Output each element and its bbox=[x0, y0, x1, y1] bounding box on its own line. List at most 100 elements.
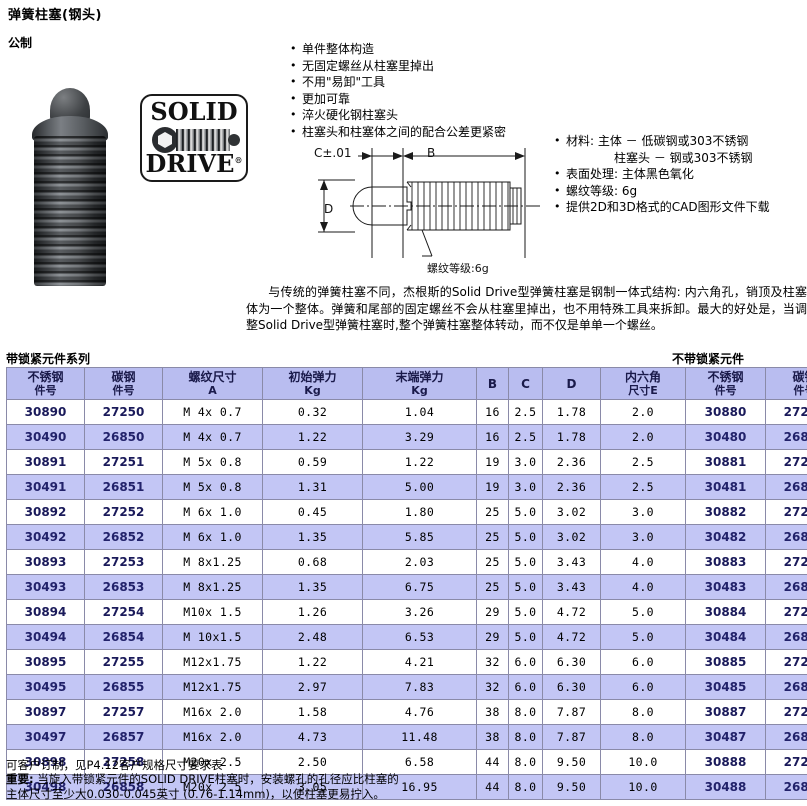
table-cell: 4.73 bbox=[262, 724, 363, 750]
part-number-cell: 30495 bbox=[6, 674, 85, 700]
table-row: 30492 26852 M 6x 1.0 1.35 5.85 25 5.0 3.02 3.0 30… bbox=[6, 524, 807, 550]
header-line-1: C bbox=[521, 376, 530, 391]
table-cell: 1.22 bbox=[262, 424, 363, 450]
product-photo bbox=[24, 88, 116, 286]
header-line-1: B bbox=[487, 376, 498, 391]
part-number-cell: 26851 bbox=[84, 474, 163, 500]
table-cell: 5.0 bbox=[508, 574, 543, 600]
table-cell: 1.80 bbox=[362, 499, 477, 525]
table-cell: 0.45 bbox=[262, 499, 363, 525]
list-item: 更加可靠 bbox=[288, 91, 578, 108]
part-number-cell: 30895 bbox=[6, 649, 85, 675]
logo-drive-text: DRIVE bbox=[145, 149, 235, 178]
table-cell: 8.0 bbox=[508, 699, 543, 725]
table-cell: M16x 2.0 bbox=[162, 699, 263, 725]
table-cell: 4.72 bbox=[542, 624, 601, 650]
table-row: 30490 26850 M 4x 0.7 1.22 3.29 16 2.5 1.78 2.0 30… bbox=[6, 424, 807, 450]
part-number-cell: 30497 bbox=[6, 724, 85, 750]
header-line-1: 末端弹力 bbox=[395, 369, 444, 384]
table-cell: 6.30 bbox=[542, 674, 601, 700]
footnote-important-label: 重要: bbox=[6, 772, 34, 786]
part-number-cell: 27273 bbox=[765, 549, 807, 575]
table-cell: 5.0 bbox=[600, 624, 686, 650]
table-cell: 4.21 bbox=[362, 649, 477, 675]
part-number-cell: 27253 bbox=[84, 549, 163, 575]
header-line-1: 不锈钢 bbox=[27, 369, 64, 384]
thread-graphic bbox=[176, 129, 230, 151]
table-cell: 10.0 bbox=[600, 774, 686, 800]
table-cell: 2.50 bbox=[262, 749, 363, 775]
table-cell: 7.87 bbox=[542, 724, 601, 750]
table-column-header-9: 不锈钢 件号 bbox=[685, 367, 766, 400]
table-cell: 6.0 bbox=[508, 674, 543, 700]
header-line-2: A bbox=[208, 383, 217, 397]
table-cell: 11.48 bbox=[362, 724, 477, 750]
table-cell: 5.00 bbox=[362, 474, 477, 500]
header-line-1: 碳钢 bbox=[792, 369, 807, 384]
screw-icon bbox=[152, 127, 240, 153]
page-subtitle: 公制 bbox=[8, 36, 33, 50]
table-cell: 25 bbox=[476, 549, 509, 575]
header-line-1: 内六角 bbox=[624, 369, 661, 384]
list-item: 单件整体构造 bbox=[288, 41, 578, 58]
header-line-1: 碳钢 bbox=[111, 369, 136, 384]
table-cell: 6.0 bbox=[508, 649, 543, 675]
part-number-cell: 30482 bbox=[685, 524, 766, 550]
part-number-cell: 30484 bbox=[685, 624, 766, 650]
table-cell: 2.5 bbox=[508, 399, 543, 425]
table-cell: M 5x 0.8 bbox=[162, 449, 263, 475]
part-number-cell: 30481 bbox=[685, 474, 766, 500]
table-cell: 1.58 bbox=[262, 699, 363, 725]
table-cell: 3.29 bbox=[362, 424, 477, 450]
table-cell: M 8x1.25 bbox=[162, 549, 263, 575]
part-number-cell: 27271 bbox=[765, 449, 807, 475]
table-cell: 5.0 bbox=[508, 599, 543, 625]
table-cell: 32 bbox=[476, 674, 509, 700]
part-number-cell: 30493 bbox=[6, 574, 85, 600]
part-number-cell: 30487 bbox=[685, 724, 766, 750]
header-line-1: 螺纹尺寸 bbox=[188, 369, 237, 384]
table-cell: 8.0 bbox=[508, 724, 543, 750]
table-cell: 0.68 bbox=[262, 549, 363, 575]
list-item-continuation: 柱塞头 － 钢或303不锈钢 bbox=[614, 150, 753, 165]
table-cell: M 10x1.5 bbox=[162, 624, 263, 650]
table-column-header-2: 螺纹尺寸 A bbox=[162, 367, 263, 400]
table-cell: M12x1.75 bbox=[162, 674, 263, 700]
part-number-cell: 30897 bbox=[6, 699, 85, 725]
table-column-header-6: C bbox=[508, 367, 543, 400]
part-number-cell: 26857 bbox=[84, 724, 163, 750]
part-number-cell: 26874 bbox=[765, 624, 807, 650]
part-number-cell: 27254 bbox=[84, 599, 163, 625]
table-cell: 29 bbox=[476, 599, 509, 625]
part-number-cell: 30498 bbox=[6, 774, 85, 800]
part-number-cell: 30483 bbox=[685, 574, 766, 600]
header-line-2: 件号 bbox=[793, 383, 807, 397]
header-line-2: 件号 bbox=[112, 383, 135, 397]
part-number-cell: 30491 bbox=[6, 474, 85, 500]
part-number-cell: 26878 bbox=[765, 774, 807, 800]
table-cell: 16 bbox=[476, 424, 509, 450]
part-number-cell: 27270 bbox=[765, 399, 807, 425]
table-cell: 32 bbox=[476, 649, 509, 675]
table-cell: 2.5 bbox=[600, 449, 686, 475]
table-column-header-1: 碳钢 件号 bbox=[84, 367, 163, 400]
footnote-important: 重要: 当旋入带锁紧元件的SOLID DRIVE柱塞时，安装螺孔的孔径应比柱塞的… bbox=[6, 772, 806, 802]
list-item: 提供2D和3D格式的CAD图形文件下载 bbox=[552, 199, 807, 216]
table-row: 30891 27251 M 5x 0.8 0.59 1.22 19 3.0 2.36 2.5 30… bbox=[6, 449, 807, 475]
table-cell: 2.36 bbox=[542, 474, 601, 500]
table-cell: 38 bbox=[476, 724, 509, 750]
solid-drive-logo: SOLID DRIVE® bbox=[140, 94, 248, 182]
list-item: 螺纹等级: 6g bbox=[552, 183, 807, 200]
part-number-cell: 30883 bbox=[685, 549, 766, 575]
table-row: 30497 26857 M16x 2.0 4.73 11.48 38 8.0 7.87 8.0 3… bbox=[6, 724, 807, 750]
header-line-2: 尺寸E bbox=[628, 383, 658, 397]
table-cell: 0.59 bbox=[262, 449, 363, 475]
header-line-2: Kg bbox=[411, 383, 428, 397]
table-column-header-7: D bbox=[542, 367, 601, 400]
table-cell: 3.26 bbox=[362, 599, 477, 625]
table-cell: 2.5 bbox=[508, 424, 543, 450]
table-cell: 2.97 bbox=[262, 674, 363, 700]
table-cell: 3.0 bbox=[600, 524, 686, 550]
part-number-cell: 30885 bbox=[685, 649, 766, 675]
